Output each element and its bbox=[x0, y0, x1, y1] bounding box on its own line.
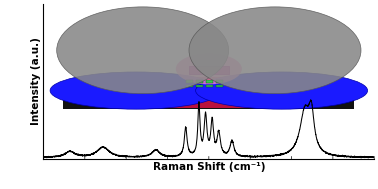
Bar bbox=[196, 80, 203, 83]
Bar bbox=[206, 80, 213, 83]
Ellipse shape bbox=[189, 7, 361, 94]
Bar bbox=[63, 81, 354, 109]
Bar bbox=[189, 66, 229, 74]
Ellipse shape bbox=[176, 53, 242, 84]
Bar bbox=[216, 85, 223, 87]
Bar bbox=[186, 85, 193, 87]
X-axis label: Raman Shift (cm⁻¹): Raman Shift (cm⁻¹) bbox=[153, 162, 265, 172]
Bar bbox=[216, 80, 223, 83]
Bar bbox=[196, 85, 203, 87]
Ellipse shape bbox=[57, 7, 229, 94]
Bar bbox=[186, 80, 193, 83]
Ellipse shape bbox=[196, 72, 367, 109]
Bar bbox=[163, 77, 255, 108]
Y-axis label: Intensity (a.u.): Intensity (a.u.) bbox=[31, 37, 41, 125]
Bar bbox=[206, 85, 213, 87]
Ellipse shape bbox=[50, 72, 222, 109]
